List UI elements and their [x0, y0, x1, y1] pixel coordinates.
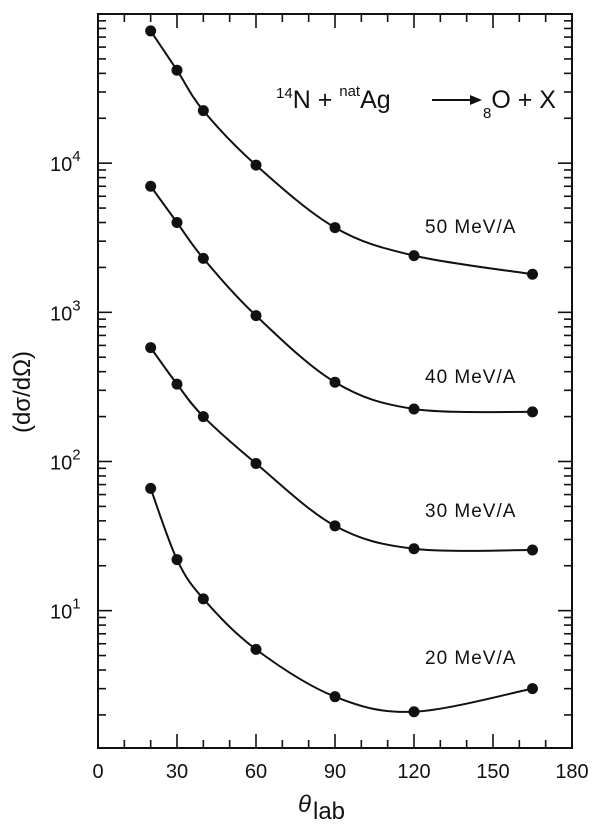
data-point — [250, 643, 262, 655]
data-point — [250, 310, 262, 322]
title-mass-number: 14 — [276, 85, 293, 102]
title-target-prefix: nat — [339, 83, 361, 100]
x-tick-label: 120 — [397, 761, 430, 783]
y-tick-label-base: 10 — [50, 154, 72, 176]
data-point — [527, 683, 538, 695]
data-point — [527, 406, 538, 418]
data-point — [145, 180, 157, 192]
x-axis-label-subscript: lab — [313, 798, 345, 825]
x-tick-label: 90 — [324, 761, 346, 783]
y-tick-label: 103 — [50, 297, 81, 325]
data-point — [329, 691, 341, 703]
data-point — [250, 159, 262, 171]
title-charge-subscript: 8 — [483, 105, 491, 122]
axis-ticks — [98, 14, 572, 748]
data-point — [329, 222, 341, 234]
series-label-50: 50 MeV/A — [425, 217, 516, 238]
title-product: O — [491, 86, 510, 114]
data-point — [527, 544, 538, 556]
data-point — [171, 554, 183, 566]
data-point — [527, 268, 538, 280]
data-point — [197, 593, 209, 605]
data-point — [145, 342, 157, 354]
y-tick-label-base: 10 — [50, 452, 72, 474]
y-axis-label: (dσ/dΩ) — [9, 351, 36, 433]
title-arrow — [432, 95, 482, 105]
title-suffix: + X — [511, 86, 556, 114]
data-point — [197, 105, 209, 117]
y-tick-label-base: 10 — [50, 303, 72, 325]
plot-frame — [97, 13, 573, 749]
x-tick-label: 150 — [476, 761, 509, 783]
x-tick-label: 60 — [245, 761, 267, 783]
y-tick-label: 104 — [50, 148, 81, 176]
x-tick-label: 30 — [166, 761, 188, 783]
data-point — [329, 520, 341, 532]
data-point — [408, 403, 420, 415]
series-label-40: 40 MeV/A — [425, 367, 516, 388]
y-tick-label-base: 10 — [50, 602, 72, 624]
data-point — [171, 378, 183, 390]
title-projectile: N — [293, 86, 311, 114]
y-tick-label-exponent: 2 — [72, 446, 80, 463]
chart-title-product: 8O + X — [483, 86, 556, 122]
series-label-20: 20 MeV/A — [425, 648, 516, 669]
x-tick-label: 0 — [92, 761, 103, 783]
data-point — [171, 217, 183, 229]
title-plus: + — [311, 86, 340, 114]
y-tick-label-exponent: 4 — [72, 148, 80, 165]
x-tick-labels: 0 30 60 90 120 150 180 — [92, 761, 588, 783]
title-target: Ag — [360, 86, 391, 114]
data-point — [408, 706, 420, 718]
data-point — [197, 411, 209, 423]
y-tick-label: 101 — [50, 596, 81, 624]
x-tick-label: 180 — [555, 761, 588, 783]
data-point — [408, 543, 420, 555]
data-point — [329, 376, 341, 388]
data-points — [145, 25, 538, 718]
chart-title: 14N + natAg — [276, 83, 391, 114]
y-tick-label: 102 — [50, 446, 81, 474]
y-tick-label-exponent: 3 — [72, 297, 80, 314]
data-point — [171, 64, 183, 76]
data-point — [197, 252, 209, 264]
y-tick-label-exponent: 1 — [72, 596, 80, 613]
data-point — [250, 457, 262, 469]
data-point — [408, 250, 420, 262]
data-point — [145, 482, 157, 494]
data-point — [145, 25, 157, 37]
series-label-30: 30 MeV/A — [425, 501, 516, 522]
x-axis-label: θ — [298, 791, 311, 818]
